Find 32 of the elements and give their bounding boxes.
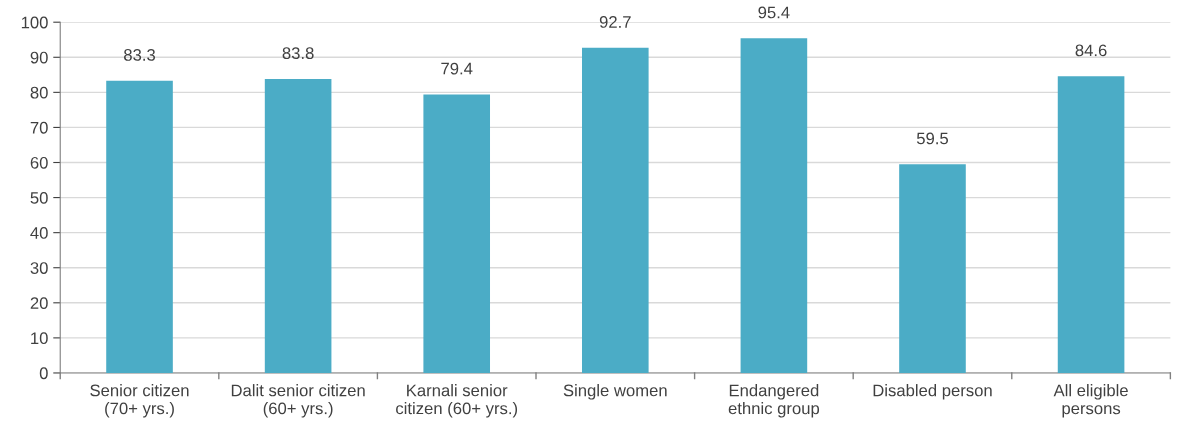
- bar: [1057, 76, 1125, 373]
- data-label: 83.3: [124, 49, 156, 61]
- x-tick-label: Disabled person: [873, 384, 992, 400]
- bar: [740, 38, 808, 373]
- y-tick-label: 70: [30, 121, 48, 134]
- x-tick-label: All eligible persons: [1053, 384, 1128, 418]
- y-tick-label: 0: [39, 367, 48, 380]
- y-tick-label: 50: [30, 191, 48, 204]
- y-tick-label: 100: [21, 16, 48, 29]
- x-tick-label: Senior citizen (70+ yrs.): [90, 384, 189, 418]
- x-tick-label: Karnali senior citizen (60+ yrs.): [396, 384, 518, 418]
- bar: [106, 80, 173, 373]
- y-tick-label: 90: [30, 51, 48, 64]
- x-tick-label: Single women: [563, 384, 667, 400]
- data-label: 59.5: [916, 132, 949, 145]
- y-tick-label: 10: [31, 332, 48, 345]
- bar: [264, 79, 332, 373]
- data-label: 84.6: [1075, 44, 1107, 57]
- x-tick-label: Dalit senior citizen (60+ yrs.): [231, 384, 365, 418]
- y-tick-label: 20: [30, 297, 48, 310]
- bar: [423, 94, 491, 373]
- bar: [582, 47, 649, 373]
- y-tick-label: 30: [30, 262, 48, 274]
- data-label: 79.4: [441, 62, 473, 75]
- y-tick-label: 60: [30, 156, 48, 169]
- bar: [899, 164, 966, 373]
- data-label: 92.7: [599, 16, 631, 28]
- y-tick-label: 80: [30, 86, 48, 99]
- data-label: 95.4: [758, 6, 790, 19]
- data-label: 83.8: [282, 47, 314, 60]
- y-tick-label: 40: [30, 227, 48, 239]
- x-tick-label: Endangered ethnic group: [728, 384, 820, 418]
